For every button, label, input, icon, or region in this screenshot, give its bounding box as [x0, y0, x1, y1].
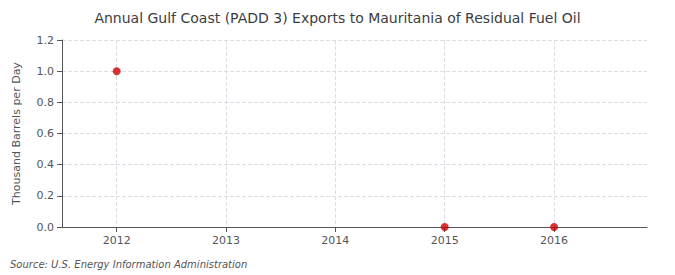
- svg-text:Annual Gulf Coast (PADD 3) Exp: Annual Gulf Coast (PADD 3) Exports to Ma…: [94, 10, 580, 26]
- svg-text:2014: 2014: [321, 234, 349, 247]
- svg-text:2013: 2013: [212, 234, 240, 247]
- svg-text:Thousand Barrels per Day: Thousand Barrels per Day: [10, 62, 23, 206]
- svg-text:1.2: 1.2: [37, 34, 55, 47]
- svg-text:0.2: 0.2: [37, 189, 55, 202]
- svg-text:1.0: 1.0: [37, 65, 55, 78]
- svg-text:2012: 2012: [103, 234, 131, 247]
- svg-text:0.6: 0.6: [37, 127, 55, 140]
- svg-text:0.4: 0.4: [37, 158, 55, 171]
- svg-text:2015: 2015: [431, 234, 459, 247]
- svg-text:2016: 2016: [540, 234, 568, 247]
- svg-text:0.0: 0.0: [37, 221, 55, 234]
- svg-text:Source: U.S. Energy Informatio: Source: U.S. Energy Information Administ…: [10, 259, 247, 270]
- svg-text:0.8: 0.8: [37, 96, 55, 109]
